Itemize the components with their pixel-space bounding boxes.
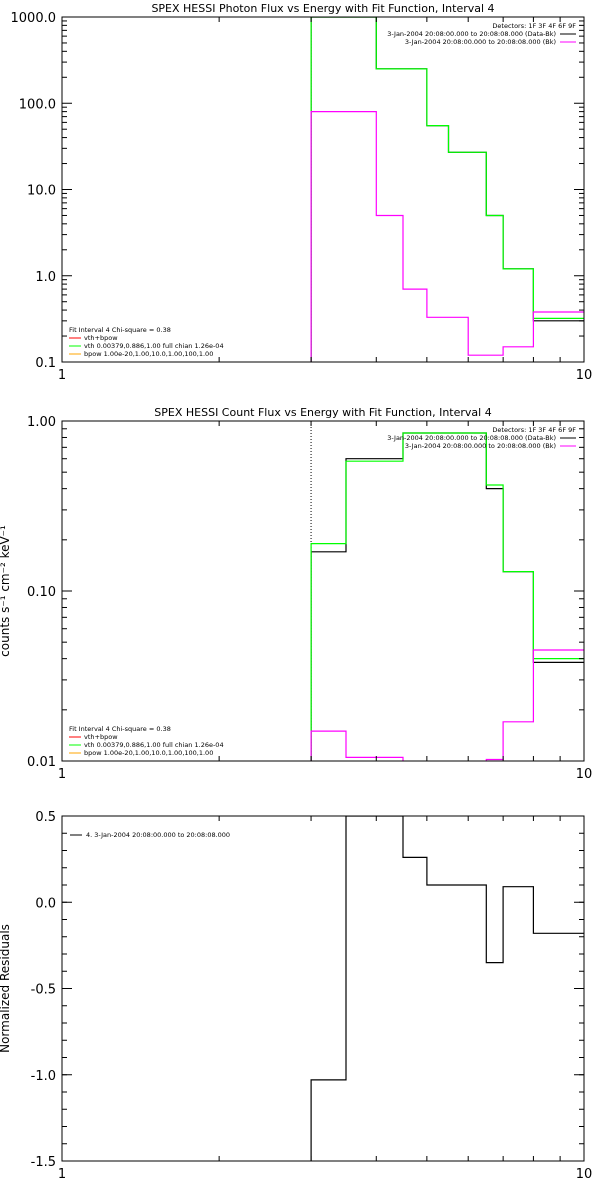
- legend-entry-right: 3-Jan-2004 20:08:00.000 to 20:08:08.000 …: [405, 38, 556, 46]
- y-tick-label: -1.5: [31, 1155, 56, 1170]
- y-tick-label: 10.0: [27, 184, 56, 199]
- legend-entry-left: Fit Interval 4 Chi-square = 0.38: [69, 326, 171, 334]
- x-tick-label: 1: [58, 767, 66, 782]
- y-axis-label: Normalized Residuals: [0, 924, 12, 1053]
- legend-entry-right: 3-Jan-2004 20:08:00.000 to 20:08:08.000 …: [387, 30, 556, 38]
- series-line-residuals: [310, 816, 584, 1161]
- series-group: [310, 421, 584, 761]
- legend-entry-right: Detectors: 1F 3F 4F 6F 9F: [492, 426, 576, 434]
- legend-entry-right: 3-Jan-2004 20:08:00.000 to 20:08:08.000 …: [405, 442, 556, 450]
- y-tick-label: 1.00: [27, 415, 56, 430]
- legend-entry-left: Fit Interval 4 Chi-square = 0.38: [69, 725, 171, 733]
- series-line-bk: [310, 111, 584, 362]
- legend-entry-left: vth+bpow: [84, 733, 118, 741]
- y-tick-label: 0.5: [35, 810, 56, 825]
- legend-entry-left: vth 0.00379,0.886,1.00 full chian 1.26e-…: [84, 342, 224, 350]
- legend-entry-right: Detectors: 1F 3F 4F 6F 9F: [492, 22, 576, 30]
- y-tick-label: 0.10: [27, 585, 56, 600]
- chart-panel-3: Normalized Residuals 1 10 -1.5 -1.0 -0.5 0.0 0.…: [0, 810, 592, 1182]
- x-tick-label: 10: [576, 767, 593, 782]
- legend-entry-left: vth 0.00379,0.886,1.00 full chian 1.26e-…: [84, 741, 224, 749]
- series-group: [310, 17, 584, 362]
- y-axis-label: counts s⁻¹ cm⁻² keV⁻¹: [0, 525, 12, 657]
- series-group: [310, 816, 584, 1161]
- legend-entry-left: bpow 1.00e-20,1.00,10.0,1.00,100,1.00: [84, 749, 213, 757]
- x-tick-label: 10: [576, 1167, 593, 1182]
- x-tick-label: 10: [576, 368, 593, 383]
- y-tick-label: -1.0: [31, 1069, 56, 1084]
- x-tick-label: 1: [58, 368, 66, 383]
- chart-title: SPEX HESSI Count Flux vs Energy with Fit…: [154, 406, 491, 419]
- legend-entry-left: bpow 1.00e-20,1.00,10.0,1.00,100,1.00: [84, 350, 213, 358]
- y-tick-label: 1.0: [35, 270, 56, 285]
- chart-panel-2: SPEX HESSI Count Flux vs Energy with Fit…: [0, 406, 592, 782]
- series-line-bk: [310, 649, 584, 761]
- x-tick-label: 1: [58, 1167, 66, 1182]
- y-tick-label: 0.1: [35, 356, 56, 371]
- y-tick-label: -0.5: [31, 983, 56, 998]
- y-tick-label: 0.0: [35, 896, 56, 911]
- chart-title: SPEX HESSI Photon Flux vs Energy with Fi…: [151, 2, 494, 15]
- series-line-vth-bpow: [310, 17, 584, 362]
- legend-entry-left: vth+bpow: [84, 334, 118, 342]
- chart-panel-1: SPEX HESSI Photon Flux vs Energy with Fi…: [11, 2, 593, 383]
- series-line-vth-bpow: [310, 432, 584, 761]
- y-tick-label: 0.01: [27, 755, 56, 770]
- y-tick-label: 100.0: [19, 97, 56, 112]
- y-tick-label: 1000.0: [11, 11, 57, 26]
- legend-entry-right: 3-Jan-2004 20:08:00.000 to 20:08:08.000 …: [387, 434, 556, 442]
- legend-entry-top: 4. 3-Jan-2004 20:08:00.000 to 20:08:08.0…: [86, 831, 230, 839]
